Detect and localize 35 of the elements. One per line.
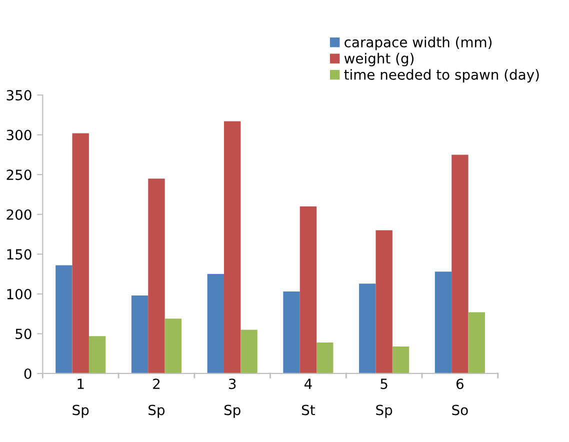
x-tick-label: 2 Sp: [148, 378, 165, 418]
y-tick-label: 100: [7, 288, 32, 300]
bar: [131, 296, 148, 374]
y-tick-label: 200: [6, 209, 32, 220]
y-tick-label: 300: [6, 130, 32, 140]
bar: [224, 121, 241, 374]
bar: [240, 330, 258, 374]
y-tick-label: 150: [7, 249, 32, 260]
bar: [316, 342, 334, 374]
bar: [376, 230, 392, 374]
bar: [300, 206, 317, 374]
y-tick-label: 250: [6, 170, 32, 180]
bar: [207, 274, 224, 374]
bar: [283, 292, 300, 374]
bar: [72, 133, 89, 374]
x-tick-label: 5 Sp: [376, 378, 392, 418]
x-tick-label: 3 Sp: [224, 378, 240, 418]
y-tick-label: 50: [16, 328, 32, 340]
x-tick-label: 1 Sp: [72, 378, 89, 418]
legend-label: carapace width (mm): [344, 36, 492, 50]
bar: [56, 265, 72, 374]
y-tick-label: 350: [6, 90, 32, 101]
bar: [88, 336, 106, 374]
x-tick-label: 4 St: [302, 378, 316, 416]
bar: [452, 154, 468, 374]
bar: [148, 178, 165, 374]
legend-label: time needed to spawn (day): [344, 69, 539, 83]
bar: [164, 318, 182, 374]
bar: [468, 312, 485, 374]
legend-label: weight (g): [344, 52, 414, 66]
bar: [392, 346, 410, 374]
y-tick-label: 0: [24, 368, 32, 379]
bar: [434, 272, 452, 374]
x-tick-label: 6 So: [452, 378, 468, 416]
bar: [359, 284, 376, 374]
